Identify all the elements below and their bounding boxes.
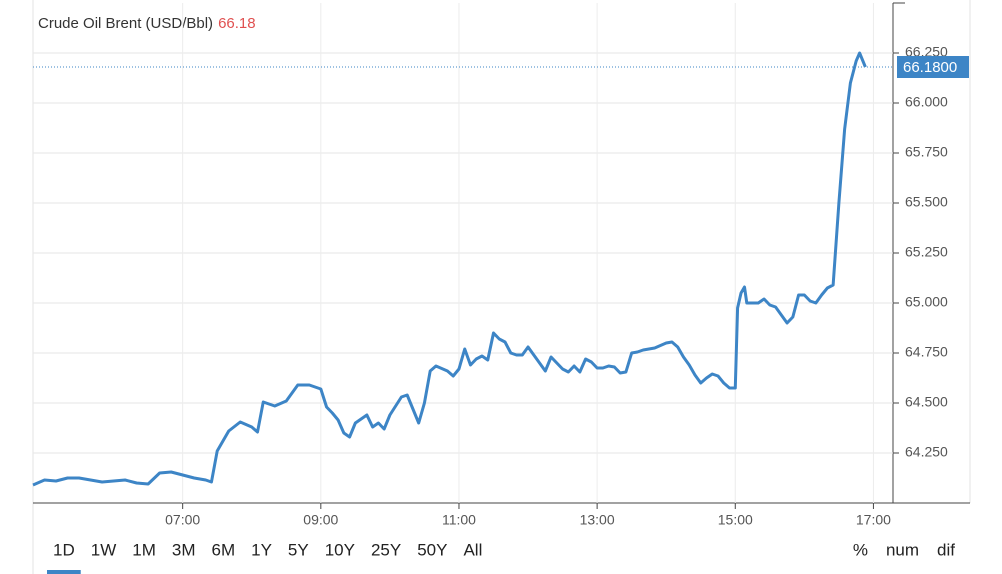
- y-tick-label: 64.500: [905, 394, 948, 410]
- header-price: 66.18: [218, 15, 256, 32]
- range-button[interactable]: 6M: [211, 540, 235, 559]
- x-tick-label: 11:00: [442, 512, 476, 528]
- y-tick-label: 66.000: [905, 94, 948, 110]
- y-tick-label: 66.250: [905, 44, 948, 60]
- range-button[interactable]: 1D: [53, 540, 75, 559]
- y-tick-label: 65.250: [905, 244, 948, 260]
- last-price-tag: [897, 56, 969, 78]
- mode-button[interactable]: dif: [937, 540, 955, 559]
- mode-button[interactable]: %: [853, 540, 868, 559]
- y-tick-label: 65.000: [905, 294, 948, 310]
- title: Crude Oil Brent (USD/Bbl): [38, 15, 213, 32]
- x-tick-label: 15:00: [718, 512, 753, 528]
- range-button[interactable]: 50Y: [417, 540, 447, 559]
- range-button[interactable]: 3M: [172, 540, 196, 559]
- last-price-label: 66.1800: [903, 59, 957, 76]
- y-tick-label: 65.500: [905, 194, 948, 210]
- range-button[interactable]: 5Y: [288, 540, 309, 559]
- x-tick-label: 07:00: [165, 512, 200, 528]
- y-tick-label: 64.750: [905, 344, 948, 360]
- range-selected-underline: [47, 570, 81, 574]
- range-button[interactable]: 1W: [91, 540, 117, 559]
- range-button[interactable]: 25Y: [371, 540, 401, 559]
- range-button[interactable]: 1Y: [251, 540, 272, 559]
- x-tick-label: 17:00: [856, 512, 891, 528]
- mode-button[interactable]: num: [886, 540, 919, 559]
- y-tick-label: 64.250: [905, 444, 948, 460]
- range-button[interactable]: 1M: [132, 540, 156, 559]
- y-tick-label: 65.750: [905, 144, 948, 160]
- range-button[interactable]: 10Y: [325, 540, 355, 559]
- range-button[interactable]: All: [463, 540, 482, 559]
- chart-title: Crude Oil Brent (USD/Bbl) 66.18: [38, 15, 256, 32]
- x-tick-label: 13:00: [580, 512, 615, 528]
- price-line: [32, 51, 867, 487]
- x-tick-label: 09:00: [303, 512, 338, 528]
